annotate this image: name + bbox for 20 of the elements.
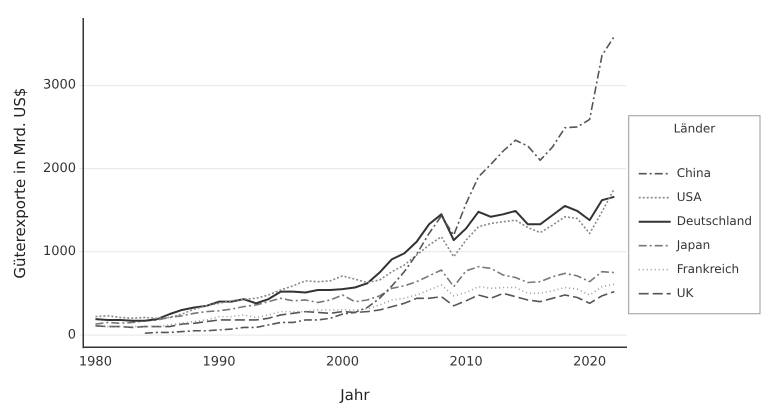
x-tick-label: 1990 (202, 354, 236, 370)
y-axis-title: Güterexporte in Mrd. US$ (10, 88, 29, 279)
y-tick-label: 0 (68, 327, 76, 342)
legend-title: Länder (674, 121, 716, 136)
y-tick-label: 3000 (42, 78, 76, 93)
x-axis-title: Jahr (339, 386, 370, 404)
y-tick-label: 2000 (42, 160, 76, 176)
legend-label: Japan (676, 238, 710, 252)
x-tick-label: 2010 (450, 354, 483, 370)
x-tick-label: 2000 (326, 354, 360, 370)
legend-label: USA (676, 190, 702, 204)
line-series (94, 283, 616, 328)
legend-label: Deutschland (676, 214, 752, 228)
y-tick-label: 1000 (42, 244, 76, 260)
legend-label: China (676, 166, 711, 180)
line-series (94, 266, 616, 325)
legend-label: Frankreich (676, 262, 740, 276)
legend-label: UK (676, 286, 694, 300)
x-tick-label: 2020 (573, 354, 606, 370)
x-tick-label: 1980 (78, 354, 112, 370)
